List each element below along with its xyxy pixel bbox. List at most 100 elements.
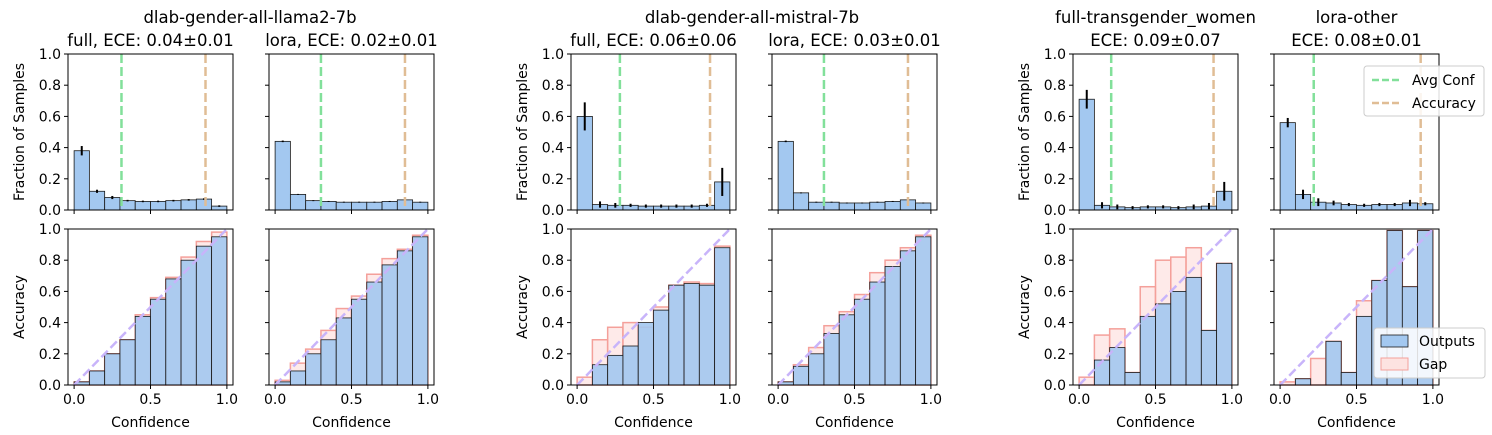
output-bar	[869, 281, 886, 386]
x-tick-label: 0.5	[340, 392, 362, 408]
output-bar	[165, 278, 182, 386]
panel-title-line-1: full-transgender_women	[1055, 8, 1256, 28]
y-tick-label: 1.0	[39, 222, 61, 238]
output-bar	[366, 281, 383, 386]
output-bar	[1170, 290, 1187, 386]
output-bar	[808, 353, 825, 386]
y-tick-label: 1.0	[1044, 222, 1066, 238]
legend-gap-label: Gap	[1419, 357, 1447, 373]
x-axis-label: Confidence	[614, 415, 693, 431]
y-tick-label: 1.0	[1044, 47, 1066, 63]
output-bar	[607, 354, 624, 386]
y-axis-label-rel: Accuracy	[515, 275, 531, 339]
y-tick-label: 0.0	[39, 203, 61, 219]
legend-accuracy-label: Accuracy	[1412, 96, 1476, 112]
hist-bar	[73, 150, 90, 211]
y-tick-label: 0.6	[1044, 284, 1066, 300]
hist-bar	[792, 192, 810, 211]
y-tick-label: 0.6	[542, 284, 564, 300]
y-tick-label: 0.0	[1044, 378, 1066, 394]
hist-bar	[88, 190, 106, 211]
x-tick-label: 1.0	[417, 392, 439, 408]
legend-rel: Outputs Gap	[1373, 327, 1486, 379]
output-bar	[622, 345, 639, 386]
y-tick-label: 1.0	[39, 47, 61, 63]
group-title-mistral: dlab-gender-all-mistral-7b	[645, 8, 859, 27]
legend-outputs-swatch	[1380, 334, 1409, 348]
x-tick-label: 0.0	[264, 392, 286, 408]
x-tick-label: 1.0	[920, 392, 942, 408]
y-tick-label: 0.2	[1044, 172, 1066, 188]
y-tick-label: 0.6	[542, 109, 564, 125]
legend-gap-swatch	[1380, 357, 1409, 371]
y-axis-label-rel: Accuracy	[12, 275, 28, 339]
hist-bar	[104, 197, 121, 211]
hist-bar	[915, 202, 932, 211]
hist-bar	[381, 201, 398, 211]
hist-bar	[808, 201, 825, 211]
output-bar	[1200, 329, 1218, 386]
hist-bar	[335, 201, 352, 211]
y-tick-label: 0.0	[542, 378, 564, 394]
y-tick-label: 1.0	[542, 222, 564, 238]
output-bar	[381, 264, 398, 386]
hist-bar	[134, 201, 151, 211]
x-tick-label: 1.0	[216, 392, 238, 408]
hist-bar	[366, 201, 383, 211]
x-tick-label: 1.0	[1422, 392, 1444, 408]
x-axis-label: Confidence	[1317, 415, 1396, 431]
x-axis-label: Confidence	[1116, 415, 1195, 431]
y-tick-label: 0.8	[1044, 78, 1066, 94]
hist-bar	[854, 202, 871, 211]
output-bar	[88, 370, 106, 386]
hist-bar	[195, 198, 213, 211]
output-bar	[653, 309, 670, 386]
x-tick-label: 0.0	[767, 392, 789, 408]
hist-bar	[305, 200, 322, 211]
perfect-calibration-line	[73, 228, 228, 386]
output-bar	[195, 245, 213, 386]
hist-bar	[869, 201, 886, 211]
hist-bar	[1279, 122, 1296, 211]
x-tick-label: 1.0	[719, 392, 741, 408]
y-tick-label: 0.4	[39, 316, 61, 332]
output-bar	[335, 317, 352, 386]
panel-title: lora, ECE: 0.02±0.01	[265, 31, 438, 50]
y-tick-label: 0.2	[542, 172, 564, 188]
perfect-calibration-line	[1078, 228, 1233, 386]
panel-title-line-2: ECE: 0.08±0.01	[1291, 31, 1421, 50]
output-bar	[899, 250, 917, 386]
x-tick-label: 0.5	[843, 392, 865, 408]
output-bar	[150, 298, 167, 386]
x-axis-label: Confidence	[111, 415, 190, 431]
output-bar	[698, 284, 716, 386]
output-bar	[1325, 340, 1342, 386]
y-tick-label: 0.4	[1044, 141, 1066, 157]
panel-3: lora, ECE: 0.03±0.01 0.0 0.5 1.0 Confidence	[767, 31, 942, 431]
perfect-calibration-line	[777, 228, 932, 386]
x-tick-label: 0.5	[1144, 392, 1166, 408]
y-tick-label: 0.8	[39, 253, 61, 269]
output-bar	[668, 284, 685, 386]
y-tick-label: 0.4	[1044, 316, 1066, 332]
output-bar	[104, 353, 121, 386]
y-tick-label: 0.6	[39, 284, 61, 300]
x-tick-label: 0.0	[1068, 392, 1090, 408]
output-bar	[289, 370, 307, 386]
y-tick-label: 1.0	[542, 47, 564, 63]
y-tick-label: 0.4	[542, 316, 564, 332]
panel-title-line-2: ECE: 0.09±0.07	[1090, 31, 1220, 50]
legend-avg-conf-label: Avg Conf	[1412, 73, 1476, 89]
output-bar	[351, 298, 368, 386]
y-tick-label: 0.8	[1044, 253, 1066, 269]
panel-title: full, ECE: 0.06±0.06	[570, 31, 736, 50]
output-bar	[134, 315, 151, 386]
output-bar	[412, 236, 429, 386]
y-tick-label: 0.0	[39, 378, 61, 394]
perfect-calibration-line	[1279, 228, 1434, 386]
x-axis-label: Confidence	[312, 415, 391, 431]
output-bar	[396, 250, 414, 386]
output-bar	[1093, 359, 1111, 386]
hist-axes-frame	[67, 53, 234, 211]
